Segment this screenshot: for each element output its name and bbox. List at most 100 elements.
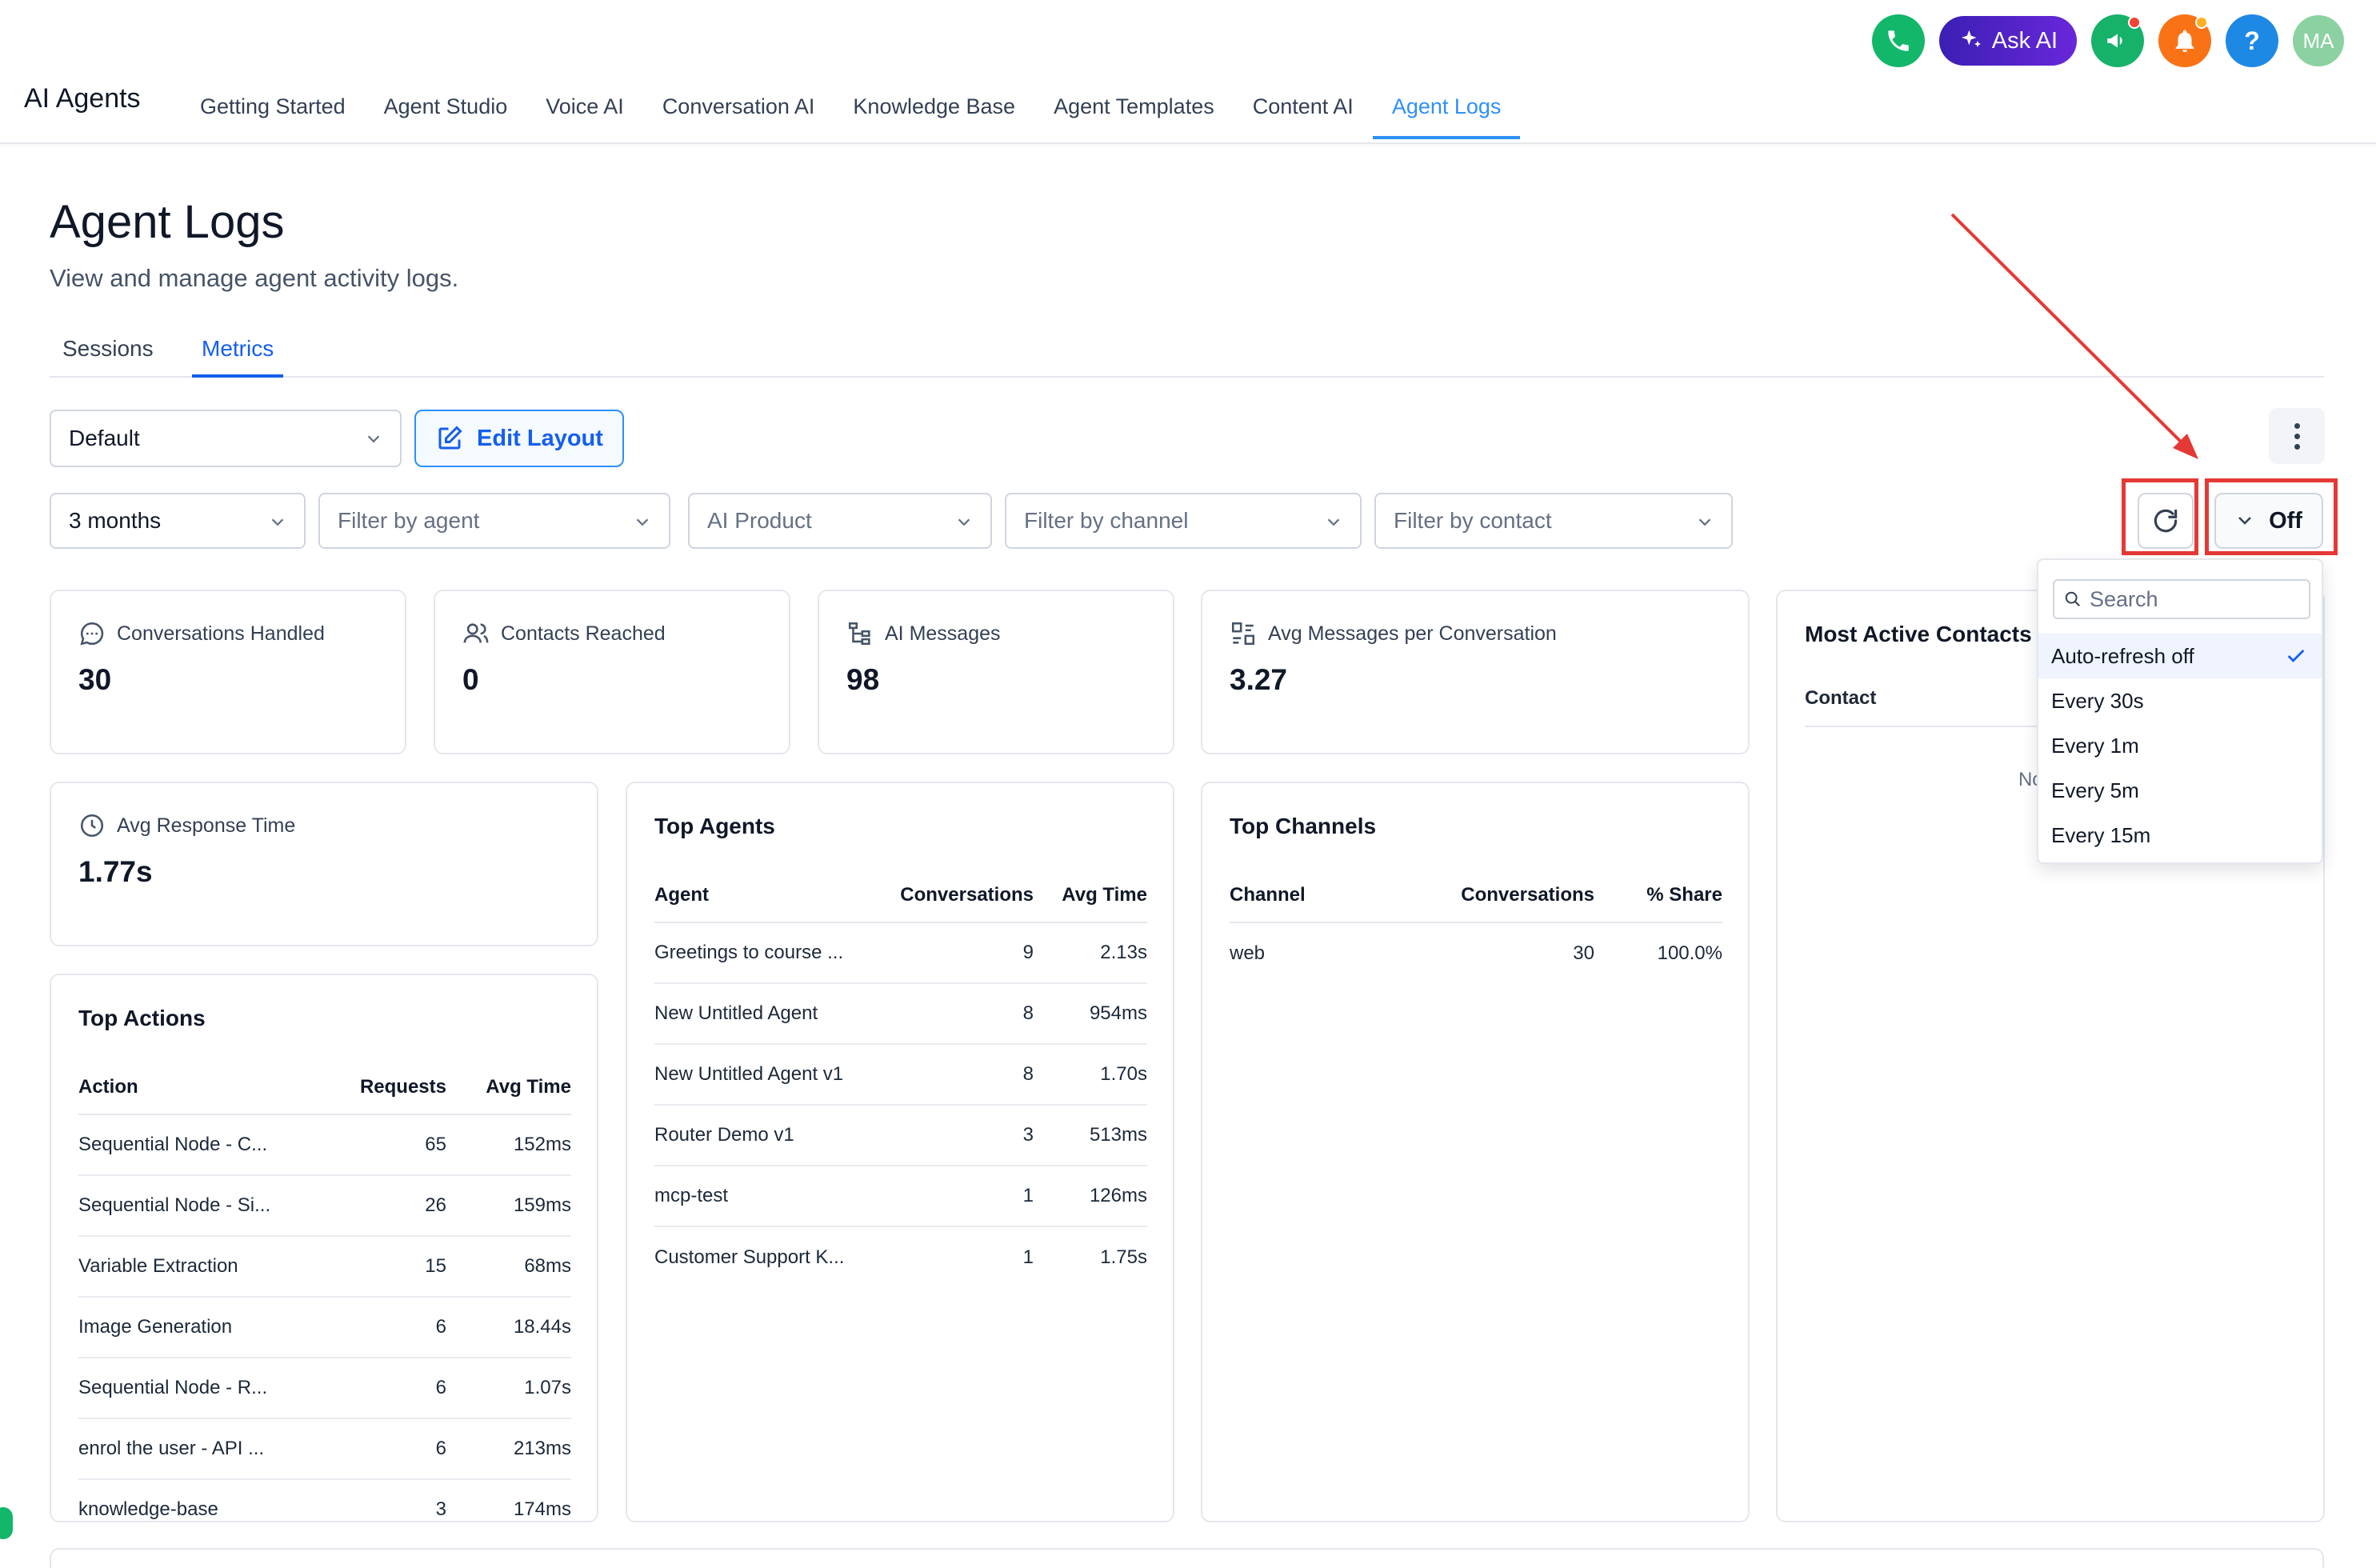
option-label: Every 15m (2051, 822, 2151, 847)
period-select[interactable]: 3 months (50, 493, 306, 549)
table-row[interactable]: New Untitled Agent 8 954ms (654, 983, 1147, 1045)
table-row: web 30 100.0% (1230, 922, 1722, 983)
nav-voice-ai[interactable]: Voice AI (546, 94, 624, 118)
cell: Variable Extraction (78, 1236, 350, 1298)
table-row[interactable]: Customer Support K... 1 1.75s (654, 1226, 1147, 1287)
channel-filter[interactable]: Filter by channel (1005, 493, 1362, 549)
chevron-down-icon (367, 435, 380, 443)
stat-card-contacts: Contacts Reached 0 (434, 590, 790, 754)
refresh-button[interactable] (2138, 493, 2194, 549)
top-channels-card: Top Channels Channel Conversations % Sha… (1201, 782, 1750, 1522)
top-agents-card: Top Agents Agent Conversations Avg Time … (626, 782, 1174, 1522)
chevron-down-icon (1327, 518, 1340, 526)
dropdown-search-input[interactable]: Search (2053, 579, 2310, 619)
header-actions: Ask AI ? MA (1871, 14, 2344, 67)
avatar[interactable]: MA (2293, 15, 2344, 66)
stat-value: 30 (78, 663, 112, 696)
cell: enrol the user - API ... (78, 1418, 350, 1480)
notification-dot (2195, 16, 2208, 29)
product-filter-placeholder: AI Product (707, 508, 812, 533)
phone-button[interactable] (1871, 14, 1925, 67)
search-placeholder: Search (2090, 586, 2158, 611)
cell: 8 (894, 983, 1034, 1045)
clock-icon (80, 814, 104, 838)
contact-filter[interactable]: Filter by contact (1374, 493, 1733, 549)
nav-knowledge-base[interactable]: Knowledge Base (853, 94, 1016, 118)
dropdown-option-1m[interactable]: Every 1m (2038, 723, 2322, 768)
bell-icon (2175, 30, 2194, 53)
subtabs: Sessions Metrics (50, 328, 2324, 378)
table-row: knowledge-base 3 174ms (78, 1479, 571, 1521)
cell: 18.44s (446, 1297, 571, 1358)
cell: 213ms (446, 1418, 571, 1480)
auto-refresh-select[interactable]: Off (2214, 493, 2323, 549)
auto-refresh-dropdown: Search Auto-refresh off Every 30s Every … (2037, 558, 2323, 864)
tab-metrics[interactable]: Metrics (192, 336, 284, 378)
layout-select[interactable]: Default (50, 410, 402, 467)
table-row: enrol the user - API ... 6 213ms (78, 1418, 571, 1480)
cell: 159ms (446, 1175, 571, 1237)
agent-filter[interactable]: Filter by agent (318, 493, 670, 549)
table-row[interactable]: New Untitled Agent v1 8 1.70s (654, 1044, 1147, 1106)
stat-label: AI Messages (885, 622, 1001, 645)
top-actions-table: Action Requests Avg Time Sequential Node… (78, 1060, 571, 1521)
stat-label: Avg Response Time (117, 814, 296, 837)
dropdown-option-15m[interactable]: Every 15m (2038, 813, 2322, 858)
table-row: Image Generation 6 18.44s (78, 1297, 571, 1358)
table-row: Sequential Node - R... 6 1.07s (78, 1358, 571, 1419)
cell: 174ms (446, 1479, 571, 1521)
stat-header: Contacts Reached (462, 620, 666, 647)
nav-agent-templates[interactable]: Agent Templates (1054, 94, 1214, 118)
tab-sessions[interactable]: Sessions (62, 336, 154, 361)
notification-dot (2128, 16, 2141, 29)
stat-label: Contacts Reached (501, 622, 666, 645)
nav-getting-started[interactable]: Getting Started (200, 94, 346, 118)
stat-header: Avg Messages per Conversation (1230, 620, 1557, 647)
cell: Sequential Node - R... (78, 1358, 350, 1419)
cell: 1.70s (1034, 1044, 1147, 1106)
help-button[interactable]: ? (2226, 14, 2278, 67)
phone-icon (1888, 30, 1909, 51)
top-agents-table: Agent Conversations Avg Time Greetings t… (654, 868, 1147, 1287)
more-options-button[interactable] (2269, 408, 2325, 464)
cell: 954ms (1034, 983, 1147, 1045)
table-row[interactable]: Greetings to course ... 9 2.13s (654, 922, 1147, 984)
column-header: Avg Time (1034, 868, 1147, 923)
ask-ai-label: Ask AI (1991, 27, 2058, 54)
cell: 513ms (1034, 1105, 1147, 1166)
notifications-button[interactable] (2158, 14, 2211, 67)
table-row[interactable]: Router Demo v1 3 513ms (654, 1105, 1147, 1166)
cell: 30 (1573, 942, 1594, 964)
cell: 3 (894, 1105, 1034, 1166)
cell: Greetings to course ... (654, 922, 894, 984)
announcements-button[interactable] (2091, 14, 2144, 67)
nav-agent-logs[interactable]: Agent Logs (1372, 86, 1521, 139)
cell: 6 (350, 1297, 446, 1358)
contact-filter-placeholder: Filter by contact (1394, 508, 1552, 533)
chat-widget-handle[interactable] (0, 1507, 13, 1539)
product-filter[interactable]: AI Product (688, 493, 992, 549)
table-row: Variable Extraction 15 68ms (78, 1236, 571, 1298)
edit-layout-button[interactable]: Edit Layout (414, 410, 624, 467)
chevron-down-icon (958, 518, 970, 526)
cell: 1.07s (446, 1358, 571, 1419)
kebab-dot (2294, 433, 2300, 439)
nav-conversation-ai[interactable]: Conversation AI (662, 94, 815, 118)
cell: New Untitled Agent (654, 983, 894, 1045)
cell: 68ms (446, 1236, 571, 1298)
dropdown-option-5m[interactable]: Every 5m (2038, 768, 2322, 813)
cell: Image Generation (78, 1297, 350, 1358)
chevron-down-icon (271, 518, 284, 526)
ask-ai-button[interactable]: Ask AI (1938, 16, 2077, 66)
dropdown-option-30s[interactable]: Every 30s (2038, 678, 2322, 723)
refresh-icon (2154, 509, 2178, 533)
chat-bubble-icon (80, 622, 104, 646)
nav-agent-studio[interactable]: Agent Studio (383, 94, 508, 118)
stat-card-messages: AI Messages 98 (818, 590, 1174, 754)
sparkle-icon (1961, 30, 1981, 47)
table-row[interactable]: mcp-test 1 126ms (654, 1166, 1147, 1227)
nav-content-ai[interactable]: Content AI (1252, 94, 1354, 118)
cell: 152ms (446, 1114, 571, 1176)
dropdown-option-off[interactable]: Auto-refresh off (2038, 634, 2322, 678)
